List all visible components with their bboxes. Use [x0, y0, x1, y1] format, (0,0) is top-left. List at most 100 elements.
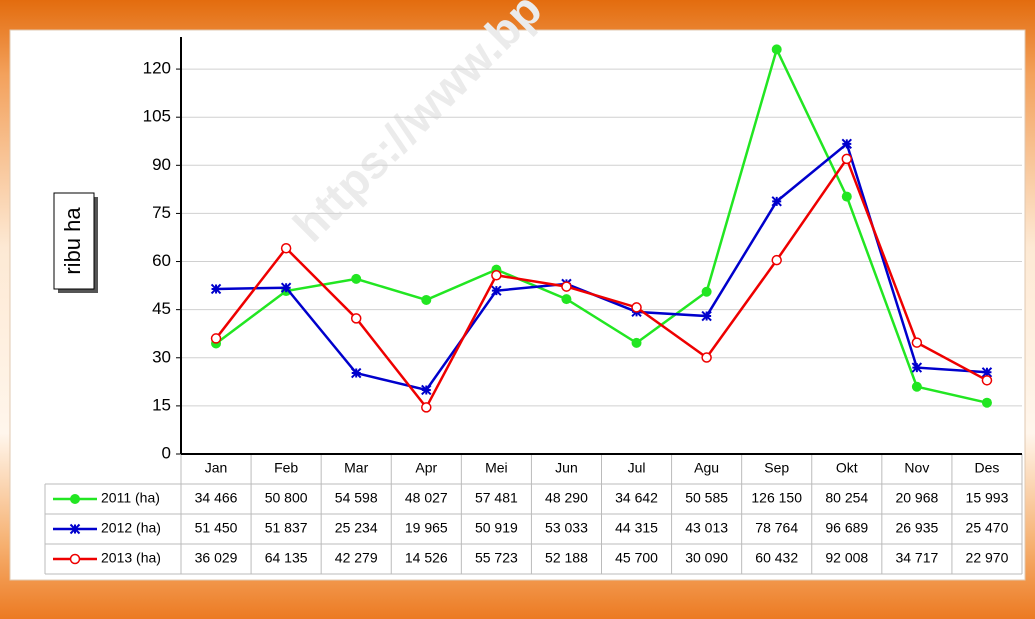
- series-line: [215, 45, 988, 404]
- table-cell: 15 993: [966, 490, 1009, 506]
- point: [981, 375, 993, 386]
- point: [70, 494, 80, 504]
- y-tick-label: 15: [152, 395, 171, 414]
- point: [421, 402, 432, 413]
- table-cell: 50 800: [265, 490, 308, 506]
- table-cell: 80 254: [825, 490, 868, 506]
- y-tick-label: 60: [152, 251, 171, 270]
- table-cell: 44 315: [615, 520, 658, 536]
- x-tick-label: Okt: [836, 460, 858, 476]
- table-cell: 43 013: [685, 520, 728, 536]
- table-cell: 14 526: [405, 550, 448, 566]
- y-tick-label: 120: [143, 59, 171, 78]
- panel: [9, 29, 1026, 581]
- point: [771, 196, 782, 207]
- table-cell: 50 919: [475, 520, 518, 536]
- table-cell: 22 970: [966, 550, 1009, 566]
- y-tick-label: 30: [152, 347, 171, 366]
- table-cell: 25 234: [335, 520, 378, 536]
- table-cell: 34 717: [895, 550, 938, 566]
- legend-label: 2012 (ha): [101, 520, 161, 536]
- table-cell: 52 188: [545, 550, 588, 566]
- x-tick-label: Des: [975, 460, 1000, 476]
- point: [701, 286, 712, 297]
- x-tick-label: Jun: [555, 460, 578, 476]
- table-cell: 55 723: [475, 550, 518, 566]
- point: [69, 553, 81, 565]
- y-tick-label: 0: [162, 443, 171, 462]
- point: [210, 333, 222, 344]
- point: [911, 362, 923, 373]
- point: [351, 273, 362, 284]
- table-cell: 57 481: [475, 490, 518, 506]
- y-label-box: ribu ha: [53, 192, 98, 293]
- table-cell: 25 470: [966, 520, 1009, 536]
- table-cell: 96 689: [825, 520, 868, 536]
- point: [841, 153, 853, 165]
- x-tick-label: Feb: [274, 460, 298, 476]
- point: [911, 337, 923, 348]
- point: [841, 191, 852, 202]
- point: [491, 270, 502, 281]
- y-axis-label: ribu ha: [60, 207, 85, 275]
- point: [280, 282, 292, 293]
- point: [561, 281, 572, 292]
- point: [771, 44, 782, 55]
- x-tick-label: Jan: [205, 460, 228, 476]
- point: [631, 302, 642, 313]
- table-cell: 48 290: [545, 490, 588, 506]
- table-cell: 78 764: [755, 520, 798, 536]
- point: [280, 243, 292, 254]
- table-cell: 26 935: [895, 520, 938, 536]
- y-label-frame: [53, 192, 95, 290]
- series-line: [215, 156, 988, 410]
- y-tick-label: 90: [152, 155, 171, 174]
- point: [561, 294, 572, 305]
- table-cell: 60 432: [755, 550, 798, 566]
- point: [631, 337, 642, 348]
- point: [210, 283, 222, 295]
- table-cell: 92 008: [825, 550, 868, 566]
- y-tick-label: 45: [152, 299, 171, 318]
- y-tick-label: 75: [152, 203, 171, 222]
- point: [350, 313, 362, 324]
- table-cell: 36 029: [195, 550, 238, 566]
- x-tick-label: Nov: [904, 460, 929, 476]
- table-cell: 30 090: [685, 550, 728, 566]
- table-cell: 51 837: [265, 520, 308, 536]
- point: [841, 138, 852, 150]
- y-tick-label: 105: [143, 107, 171, 126]
- point: [981, 397, 992, 408]
- table-cell: 48 027: [405, 490, 448, 506]
- table-cell: 20 968: [895, 490, 938, 506]
- legend-label: 2011 (ha): [101, 490, 160, 506]
- point: [491, 285, 502, 296]
- table-cell: 126 150: [751, 490, 802, 506]
- table-cell: 64 135: [265, 550, 308, 566]
- table-cell: 53 033: [545, 520, 588, 536]
- point: [911, 381, 922, 392]
- point: [771, 254, 782, 266]
- x-tick-label: Apr: [415, 460, 437, 476]
- table-cell: 50 585: [685, 490, 728, 506]
- table-cell: 54 598: [335, 490, 378, 506]
- x-tick-label: Agu: [694, 460, 719, 476]
- point: [421, 384, 432, 396]
- table-cell: 42 279: [335, 550, 378, 566]
- point: [701, 310, 712, 322]
- point: [981, 367, 993, 378]
- table-cell: 51 450: [195, 520, 238, 536]
- table-cell: 45 700: [615, 550, 658, 566]
- legend-label: 2013 (ha): [101, 550, 161, 566]
- table-cell: 34 466: [195, 490, 238, 506]
- table-cell: 19 965: [405, 520, 448, 536]
- point: [421, 294, 432, 305]
- point: [69, 523, 81, 535]
- x-tick-label: Mar: [344, 460, 368, 476]
- point: [701, 352, 712, 363]
- x-tick-label: Mei: [485, 460, 508, 476]
- x-tick-label: Jul: [628, 460, 646, 476]
- x-tick-label: Sep: [764, 460, 789, 476]
